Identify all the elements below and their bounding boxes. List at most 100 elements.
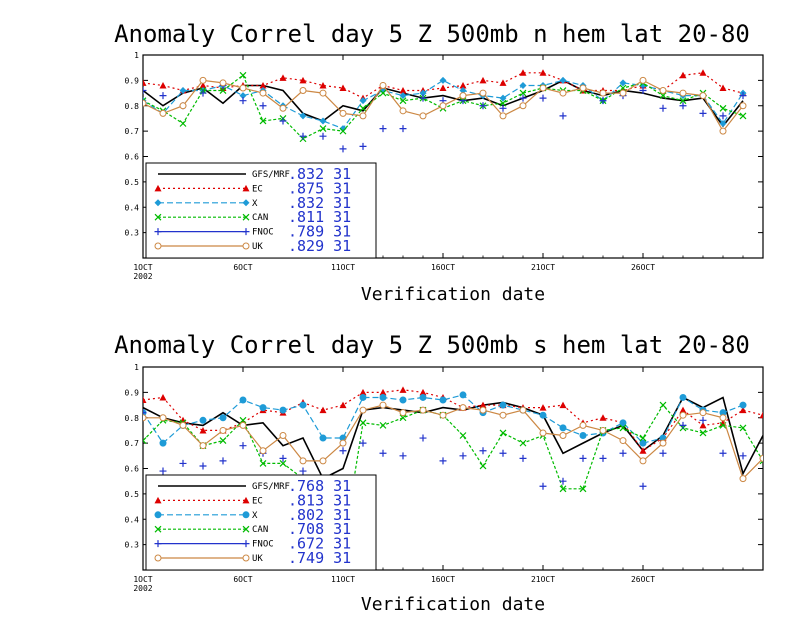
data-point bbox=[379, 89, 387, 97]
data-point bbox=[699, 69, 707, 76]
data-point bbox=[279, 460, 287, 467]
data-point bbox=[399, 414, 407, 422]
data-point bbox=[199, 89, 207, 97]
x-tick-label: 1OCT bbox=[133, 575, 152, 584]
data-point bbox=[299, 87, 307, 95]
x-tick-label: 11OCT bbox=[331, 575, 355, 584]
data-point bbox=[219, 437, 227, 445]
data-point bbox=[359, 439, 367, 447]
data-point bbox=[559, 112, 567, 120]
data-point bbox=[659, 92, 667, 100]
data-point bbox=[319, 434, 327, 442]
data-point bbox=[539, 94, 547, 102]
legend-marker bbox=[242, 511, 250, 519]
data-point bbox=[559, 477, 567, 485]
chart-panel-1: Anomaly Correl day 5 Z 500mb n hem lat 2… bbox=[114, 20, 764, 305]
data-point bbox=[479, 401, 487, 409]
legend-value: .813 31 bbox=[288, 491, 351, 509]
data-point bbox=[619, 419, 627, 427]
legend-item: UK .829 31 bbox=[154, 237, 351, 255]
legend-value: .789 31 bbox=[288, 223, 351, 241]
series-gfs-mrf bbox=[143, 396, 763, 480]
legend-marker bbox=[154, 228, 162, 236]
data-point bbox=[479, 462, 487, 470]
data-point bbox=[379, 125, 387, 133]
data-point bbox=[143, 79, 147, 86]
x-tick-label: 26OCT bbox=[631, 263, 655, 272]
data-point bbox=[359, 406, 367, 414]
data-point bbox=[199, 426, 207, 434]
data-point bbox=[619, 437, 627, 445]
data-point bbox=[719, 414, 727, 422]
legend-marker bbox=[242, 525, 250, 533]
data-point bbox=[319, 81, 327, 89]
legend-item: EC .813 31 bbox=[154, 491, 351, 509]
data-point bbox=[319, 89, 327, 97]
y-tick-label: 0.7 bbox=[125, 439, 140, 448]
data-point bbox=[179, 421, 187, 429]
legend-marker bbox=[242, 228, 250, 236]
legend-item: UK .749 31 bbox=[154, 549, 351, 567]
data-point bbox=[143, 414, 147, 422]
data-point bbox=[579, 454, 587, 462]
data-point bbox=[739, 92, 747, 100]
data-point bbox=[499, 449, 507, 457]
data-point bbox=[159, 393, 167, 401]
data-point bbox=[399, 409, 407, 417]
data-point bbox=[559, 401, 567, 409]
data-point bbox=[379, 449, 387, 457]
data-point bbox=[639, 457, 647, 465]
legend-item: GFS/MRF.832 31 bbox=[158, 165, 351, 183]
y-tick-label: 0.6 bbox=[125, 465, 140, 474]
plot-area bbox=[143, 386, 763, 551]
data-point bbox=[399, 97, 407, 105]
data-point bbox=[419, 393, 427, 401]
legend-label: X bbox=[252, 511, 258, 521]
legend-marker bbox=[242, 199, 250, 207]
legend-value: .875 31 bbox=[288, 179, 351, 197]
series-fnoc bbox=[143, 81, 747, 153]
x-axis-label: Verification date bbox=[361, 284, 545, 305]
y-tick-label: 0.4 bbox=[125, 203, 140, 212]
data-point bbox=[639, 87, 647, 95]
data-point bbox=[619, 449, 627, 457]
data-point bbox=[259, 89, 267, 97]
data-point bbox=[319, 125, 327, 133]
legend-marker bbox=[242, 554, 250, 562]
legend-marker bbox=[242, 184, 250, 192]
legend-item: EC .875 31 bbox=[154, 179, 351, 197]
data-point bbox=[379, 393, 387, 401]
data-point bbox=[539, 411, 547, 419]
data-point bbox=[739, 475, 747, 483]
data-point bbox=[559, 76, 567, 84]
data-point bbox=[739, 406, 747, 414]
data-point bbox=[559, 89, 567, 97]
legend-label: GFS/MRF bbox=[252, 170, 290, 180]
y-tick-label: 0.4 bbox=[125, 515, 140, 524]
data-point bbox=[179, 87, 187, 95]
legend-label: X bbox=[252, 199, 258, 209]
data-point bbox=[639, 482, 647, 490]
data-point bbox=[359, 419, 367, 427]
data-point bbox=[259, 404, 267, 412]
data-point bbox=[479, 76, 487, 84]
data-point bbox=[143, 396, 147, 403]
data-point bbox=[739, 401, 747, 409]
series-x bbox=[143, 391, 747, 447]
legend-marker bbox=[154, 184, 162, 192]
data-point bbox=[239, 71, 247, 79]
data-point bbox=[479, 406, 487, 414]
data-point bbox=[319, 132, 327, 140]
x-tick-label: 11OCT bbox=[331, 263, 355, 272]
data-point bbox=[219, 87, 227, 94]
data-point bbox=[159, 467, 167, 475]
data-point bbox=[459, 81, 467, 89]
data-point bbox=[359, 388, 367, 396]
series-uk bbox=[143, 76, 747, 135]
data-point bbox=[239, 396, 247, 404]
data-point bbox=[339, 84, 347, 91]
data-point bbox=[219, 79, 227, 87]
data-point bbox=[599, 89, 607, 97]
data-point bbox=[399, 396, 407, 404]
data-point bbox=[499, 429, 507, 437]
